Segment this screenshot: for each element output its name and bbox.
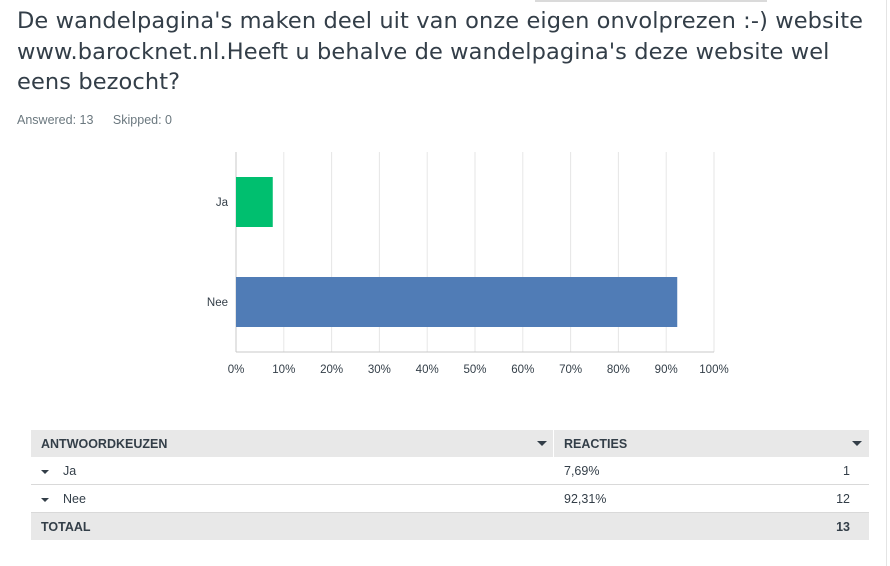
y-category-label: Ja <box>216 197 229 209</box>
choice-label: Ja <box>63 463 77 478</box>
x-tick-label: 70% <box>559 364 582 376</box>
expand-row-icon[interactable] <box>41 470 49 474</box>
sort-responses-icon[interactable] <box>852 441 862 446</box>
table-row: Ja 7,69% 1 <box>31 457 869 485</box>
total-label: TOTAAL <box>41 519 91 534</box>
choice-column-header[interactable]: ANTWOORDKEUZEN <box>41 436 168 451</box>
choice-label: Nee <box>63 491 86 506</box>
skipped-count: Skipped: 0 <box>112 113 172 127</box>
x-tick-label: 50% <box>463 364 486 376</box>
x-tick-label: 0% <box>228 364 245 376</box>
response-stats: Answered: 13 Skipped: 0 <box>17 113 188 127</box>
responses-column-header[interactable]: REACTIES <box>564 436 628 451</box>
x-tick-label: 20% <box>320 364 343 376</box>
x-tick-label: 10% <box>272 364 295 376</box>
column-divider <box>553 430 554 457</box>
bar-ja <box>236 177 273 227</box>
x-tick-label: 80% <box>607 364 630 376</box>
table-total-row: TOTAAL 13 <box>31 513 869 540</box>
question-title: De wandelpagina's maken deel uit van onz… <box>17 8 864 95</box>
bar-chart: 0% 10% 20% 30% 40% 50% 60% 70% 80% 90% 100% Ja Nee <box>207 152 729 376</box>
sort-choice-icon[interactable] <box>537 441 547 446</box>
total-count: 13 <box>836 519 850 534</box>
table-header: ANTWOORDKEUZEN REACTIES <box>31 430 869 457</box>
choice-count: 12 <box>836 491 850 506</box>
x-tick-label: 30% <box>368 364 391 376</box>
expand-row-icon[interactable] <box>41 498 49 502</box>
table-row: Nee 92,31% 12 <box>31 485 869 513</box>
choice-percent: 92,31% <box>564 491 607 506</box>
window-top-edge <box>535 0 767 2</box>
choice-count: 1 <box>843 463 850 478</box>
responses-table: ANTWOORDKEUZEN REACTIES Ja 7,69% 1 Nee 9… <box>31 430 869 540</box>
panel-right-border <box>886 0 887 566</box>
x-tick-label: 90% <box>655 364 678 376</box>
bar-nee <box>236 277 678 327</box>
x-tick-label: 60% <box>511 364 534 376</box>
choice-percent: 7,69% <box>564 463 600 478</box>
answered-count: Answered: 13 <box>17 113 94 127</box>
y-category-label: Nee <box>207 297 228 309</box>
x-tick-label: 40% <box>416 364 439 376</box>
chart-area: 0% 10% 20% 30% 40% 50% 60% 70% 80% 90% 100% Ja Nee <box>207 152 729 376</box>
x-tick-label: 100% <box>699 364 728 376</box>
